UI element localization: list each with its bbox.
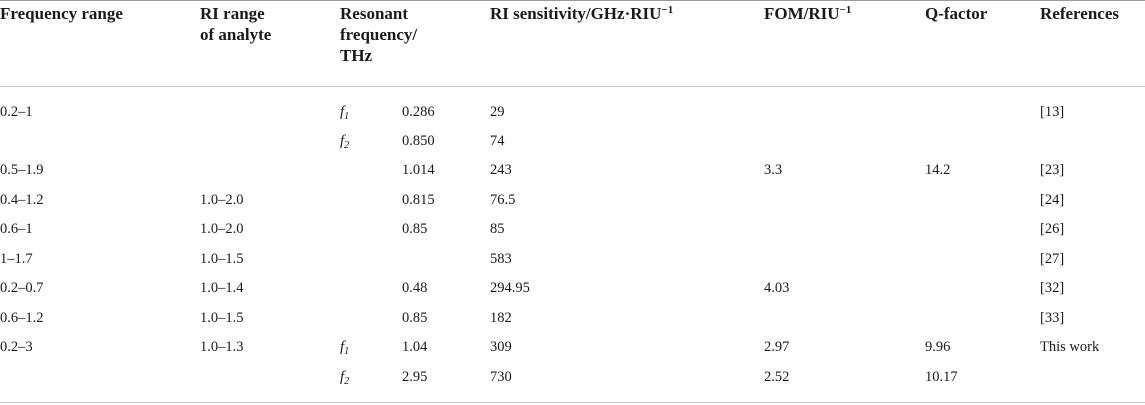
f-letter: f	[340, 369, 345, 385]
cell-ri-sensitivity: 74	[490, 133, 505, 149]
table-row: f2 0.850 74	[0, 127, 1145, 156]
header-fom-text: FOM/RIU	[764, 4, 840, 23]
f-letter: f	[340, 339, 345, 355]
cell-q-factor: 10.17	[925, 369, 958, 385]
cell-frequency-range: 0.4–1.2	[0, 192, 44, 208]
cell-resonant-frequency: 0.815	[402, 192, 435, 208]
header-fom: FOM/RIU−1	[764, 3, 851, 24]
cell-ri-range: 1.0–1.3	[200, 339, 244, 355]
cell-frequency-range: 0.6–1.2	[0, 310, 44, 326]
table-row: 0.2–3 1.0–1.3 f1 1.04 309 2.97 9.96 This…	[0, 333, 1145, 362]
cell-ri-range: 1.0–2.0	[200, 221, 244, 237]
cell-ri-range: 1.0–1.4	[200, 280, 244, 296]
table-bottom-rule	[0, 402, 1145, 403]
header-resonant-frequency: Resonant frequency/ THz	[340, 3, 417, 66]
cell-f-label: f1	[340, 333, 349, 362]
table-row: 0.4–1.2 1.0–2.0 0.815 76.5 [24]	[0, 186, 1145, 215]
f-subscript: 1	[344, 111, 350, 122]
header-ri-sensitivity-sup: −1	[661, 4, 674, 16]
cell-resonant-frequency: 0.850	[402, 133, 435, 149]
cell-resonant-frequency: 0.85	[402, 221, 428, 237]
cell-frequency-range: 0.2–3	[0, 339, 33, 355]
cell-ri-sensitivity: 182	[490, 310, 512, 326]
header-references: References	[1040, 3, 1119, 24]
cell-ri-range: 1.0–2.0	[200, 192, 244, 208]
cell-fom: 4.03	[764, 280, 790, 296]
header-resonant-line1: Resonant	[340, 4, 409, 23]
cell-reference: [13]	[1040, 104, 1065, 120]
f-subscript: 2	[344, 376, 350, 387]
header-ri-range: RI range of analyte	[200, 3, 271, 45]
cell-reference: [27]	[1040, 251, 1065, 267]
table-row: f2 2.95 730 2.52 10.17	[0, 363, 1145, 392]
header-q-factor: Q-factor	[925, 3, 987, 24]
cell-ri-sensitivity: 76.5	[490, 192, 516, 208]
header-references-text: References	[1040, 4, 1119, 23]
table-row: 0.2–1 f1 0.286 29 [13]	[0, 98, 1145, 127]
header-frequency-range: Frequency range	[0, 3, 123, 24]
f-subscript: 1	[344, 346, 350, 357]
f-subscript: 2	[344, 140, 350, 151]
cell-ri-sensitivity: 29	[490, 104, 505, 120]
cell-ri-sensitivity: 309	[490, 339, 512, 355]
cell-resonant-frequency: 1.014	[402, 162, 435, 178]
cell-fom: 2.52	[764, 369, 790, 385]
header-ri-range-line2: of analyte	[200, 25, 272, 44]
cell-ri-sensitivity: 85	[490, 221, 505, 237]
header-fom-sup: −1	[839, 4, 852, 16]
header-ri-range-line1: RI range	[200, 4, 265, 23]
cell-resonant-frequency: 0.85	[402, 310, 428, 326]
cell-frequency-range: 0.6–1	[0, 221, 33, 237]
table-top-rule	[0, 0, 1145, 1]
cell-resonant-frequency: 2.95	[402, 369, 428, 385]
cell-f-label: f2	[340, 363, 349, 392]
cell-reference: [26]	[1040, 221, 1065, 237]
header-frequency-range-text: Frequency range	[0, 4, 123, 23]
cell-ri-range: 1.0–1.5	[200, 310, 244, 326]
cell-reference: [24]	[1040, 192, 1065, 208]
cell-frequency-range: 0.2–0.7	[0, 280, 44, 296]
cell-frequency-range: 1–1.7	[0, 251, 33, 267]
cell-ri-sensitivity: 243	[490, 162, 512, 178]
table-row: 0.6–1 1.0–2.0 0.85 85 [26]	[0, 215, 1145, 244]
header-q-factor-text: Q-factor	[925, 4, 988, 23]
table-row: 0.5–1.9 1.014 243 3.3 14.2 [23]	[0, 156, 1145, 185]
cell-q-factor: 14.2	[925, 162, 951, 178]
cell-fom: 2.97	[764, 339, 790, 355]
cell-ri-range: 1.0–1.5	[200, 251, 244, 267]
cell-f-label: f1	[340, 98, 349, 127]
cell-frequency-range: 0.2–1	[0, 104, 33, 120]
table-row: 0.6–1.2 1.0–1.5 0.85 182 [33]	[0, 304, 1145, 333]
cell-reference: This work	[1040, 339, 1100, 355]
table-row: 1–1.7 1.0–1.5 583 [27]	[0, 245, 1145, 274]
cell-ri-sensitivity: 730	[490, 369, 512, 385]
table-row: 0.2–0.7 1.0–1.4 0.48 294.95 4.03 [32]	[0, 274, 1145, 303]
cell-frequency-range: 0.5–1.9	[0, 162, 44, 178]
cell-q-factor: 9.96	[925, 339, 951, 355]
header-ri-sensitivity: RI sensitivity/GHz·RIU−1	[490, 3, 673, 24]
cell-ri-sensitivity: 294.95	[490, 280, 530, 296]
cell-f-label: f2	[340, 127, 349, 156]
f-letter: f	[340, 104, 345, 120]
header-ri-sensitivity-text: RI sensitivity/GHz·RIU	[490, 4, 662, 23]
f-letter: f	[340, 133, 345, 149]
header-rule	[0, 86, 1145, 87]
cell-resonant-frequency: 1.04	[402, 339, 428, 355]
cell-resonant-frequency: 0.286	[402, 104, 435, 120]
cell-reference: [33]	[1040, 310, 1065, 326]
cell-resonant-frequency: 0.48	[402, 280, 428, 296]
header-resonant-line3: THz	[340, 46, 373, 65]
cell-fom: 3.3	[764, 162, 783, 178]
cell-reference: [23]	[1040, 162, 1065, 178]
cell-reference: [32]	[1040, 280, 1065, 296]
cell-ri-sensitivity: 583	[490, 251, 512, 267]
header-resonant-line2: frequency/	[340, 25, 418, 44]
